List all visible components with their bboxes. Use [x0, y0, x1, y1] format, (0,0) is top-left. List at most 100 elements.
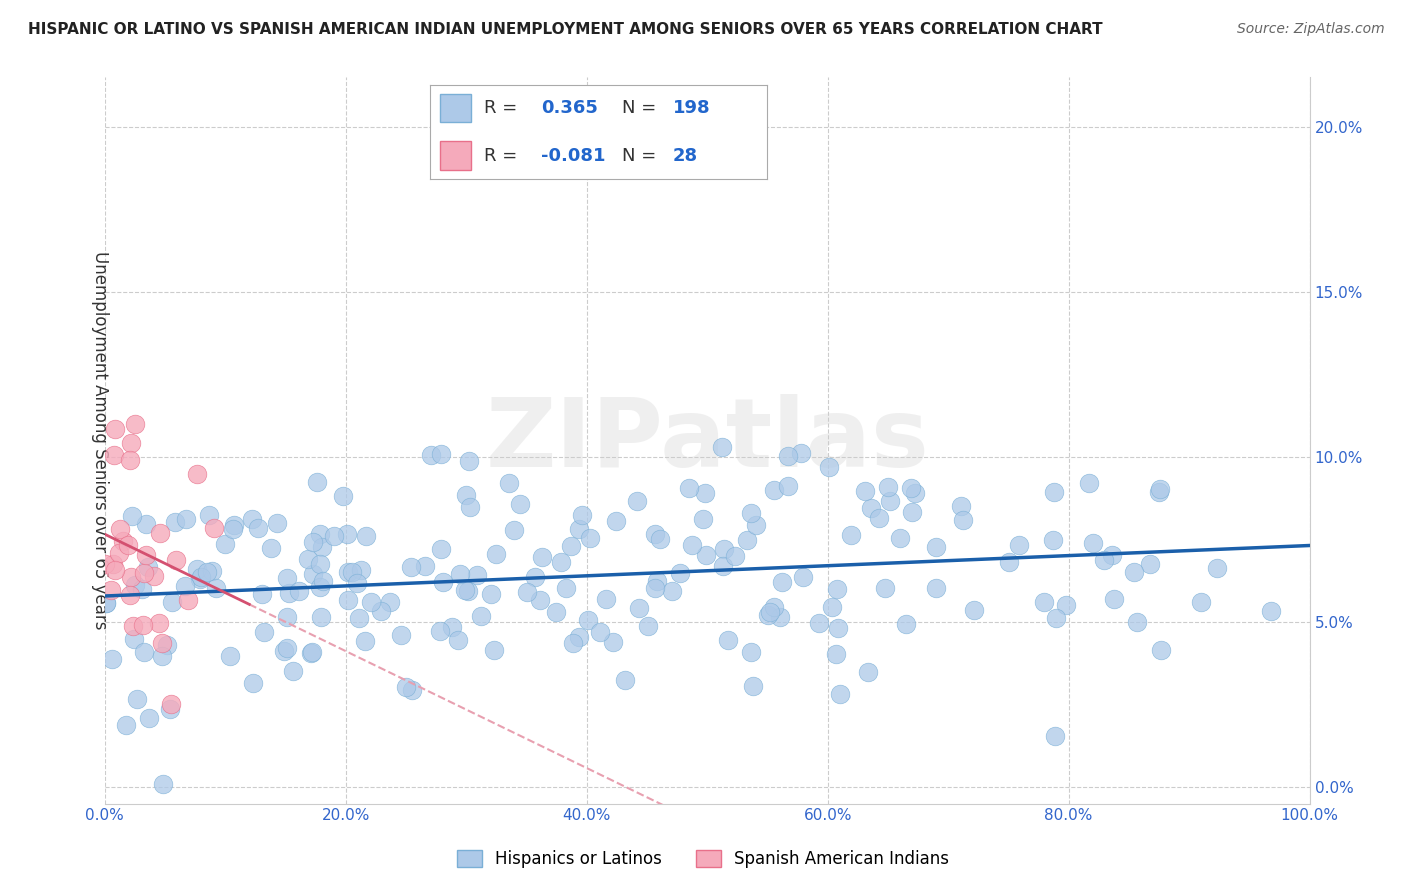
Point [740, 645, 762, 659]
Point [853, 484, 876, 499]
Point [429, 624, 451, 638]
Point [201, 564, 224, 578]
Point [498, 476, 520, 491]
Point [678, 481, 700, 495]
Point [311, 541, 333, 555]
Point [163, 515, 186, 529]
Point [378, 595, 401, 609]
Point [460, 500, 482, 514]
Point [308, 580, 330, 594]
Point [135, 548, 157, 562]
Point [160, 698, 183, 712]
Point [312, 574, 335, 589]
Point [356, 529, 378, 543]
Point [1043, 485, 1066, 500]
Point [1043, 729, 1066, 743]
Point [205, 581, 228, 595]
Point [900, 481, 922, 495]
Point [763, 483, 786, 497]
Point [568, 522, 591, 536]
Point [997, 555, 1019, 569]
Point [420, 448, 443, 462]
Point [901, 505, 924, 519]
Point [276, 610, 298, 624]
Point [156, 639, 179, 653]
Point [1033, 595, 1056, 609]
Point [550, 555, 572, 569]
Point [301, 645, 323, 659]
Point [531, 550, 554, 565]
Point [389, 628, 412, 642]
Point [963, 603, 986, 617]
Point [188, 572, 211, 586]
Point [135, 517, 157, 532]
Point [281, 664, 304, 678]
Point [818, 460, 841, 475]
Point [432, 575, 454, 590]
Point [740, 507, 762, 521]
Point [222, 522, 245, 536]
Point [790, 446, 813, 460]
Point [503, 523, 526, 537]
Point [830, 687, 852, 701]
Point [202, 521, 225, 535]
Point [457, 453, 479, 467]
Y-axis label: Unemployment Among Seniors over 65 years: Unemployment Among Seniors over 65 years [91, 252, 108, 630]
Point [125, 692, 148, 706]
Point [108, 522, 131, 536]
Point [768, 610, 790, 624]
Point [160, 595, 183, 609]
Point [827, 621, 849, 635]
Point [1054, 598, 1077, 612]
Point [353, 634, 375, 648]
Point [762, 600, 785, 615]
Point [107, 545, 129, 559]
Point [149, 526, 172, 541]
Point [336, 527, 359, 541]
Point [242, 676, 264, 690]
Point [465, 568, 488, 582]
Point [266, 516, 288, 530]
Point [509, 497, 531, 511]
Point [717, 633, 740, 648]
Point [309, 527, 332, 541]
Point [820, 599, 842, 614]
Point [308, 557, 330, 571]
Point [516, 584, 538, 599]
Point [711, 559, 734, 574]
Point [94, 557, 117, 571]
Point [121, 508, 143, 523]
Point [1260, 604, 1282, 618]
Point [546, 605, 568, 619]
Point [399, 560, 422, 574]
Point [447, 632, 470, 647]
Point [560, 540, 582, 554]
Point [276, 571, 298, 585]
Point [103, 558, 125, 572]
Point [571, 508, 593, 522]
Point [401, 683, 423, 698]
Point [808, 615, 831, 630]
Point [288, 583, 311, 598]
Point [114, 718, 136, 732]
Text: HISPANIC OR LATINO VS SPANISH AMERICAN INDIAN UNEMPLOYMENT AMONG SENIORS OVER 65: HISPANIC OR LATINO VS SPANISH AMERICAN I… [28, 22, 1102, 37]
Point [1081, 535, 1104, 549]
Point [138, 711, 160, 725]
Point [120, 569, 142, 583]
Point [741, 679, 763, 693]
Point [644, 581, 666, 595]
Point [877, 480, 900, 494]
Point [1042, 533, 1064, 547]
Point [148, 615, 170, 630]
Point [713, 541, 735, 556]
Point [637, 618, 659, 632]
Point [724, 549, 747, 564]
Point [273, 644, 295, 658]
Point [710, 440, 733, 454]
Point [131, 618, 153, 632]
Point [302, 567, 325, 582]
Point [101, 652, 124, 666]
Point [1206, 560, 1229, 574]
Point [165, 553, 187, 567]
Point [875, 581, 897, 595]
